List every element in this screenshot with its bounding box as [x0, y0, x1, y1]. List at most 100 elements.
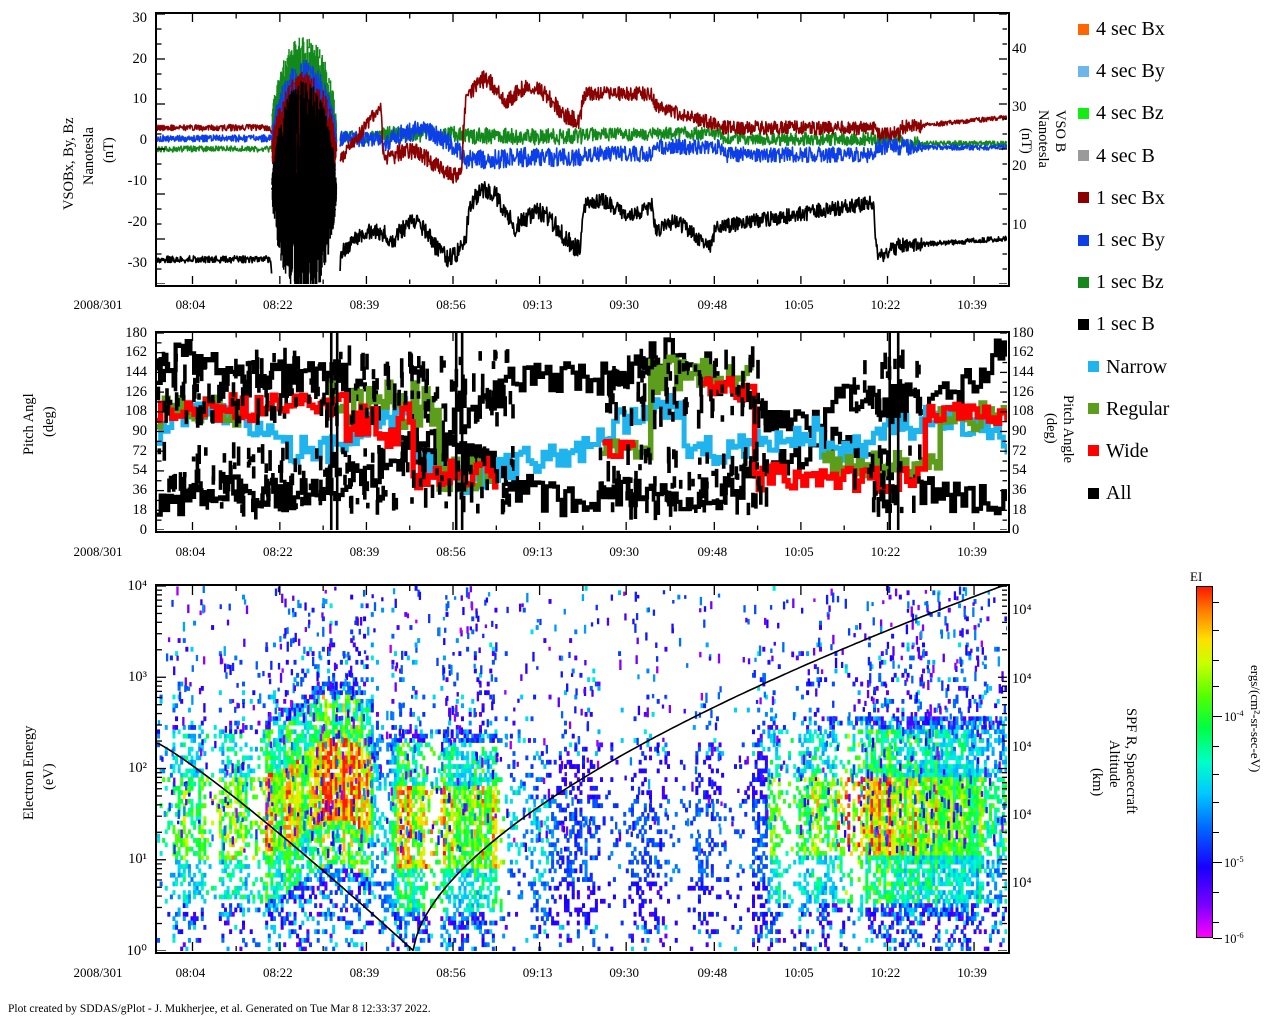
legend-item-label: All: [1106, 482, 1132, 505]
legend-item-narrow[interactable]: Narrow: [1078, 346, 1278, 388]
colorbar-minor-tick: [1213, 922, 1219, 924]
colorbar-gradient: [1196, 586, 1213, 938]
ytick-label: 10: [132, 91, 148, 108]
xtick-label: 10:05: [784, 544, 814, 559]
colorbar-minor-tick: [1213, 832, 1219, 834]
legend-item-4-sec-by[interactable]: 4 sec By: [1078, 50, 1278, 92]
ytick-label: 10⁰: [126, 942, 147, 959]
colorbar-minor-tick: [1213, 774, 1219, 776]
date-label-panel2: 2008/301: [73, 544, 123, 559]
xtick-label: 09:48: [697, 297, 728, 312]
legend-swatch-icon: [1078, 276, 1089, 288]
legend-item-label: 1 sec Bx: [1096, 186, 1165, 209]
ytick-label: -10: [127, 173, 147, 190]
ytick-label: 0: [1012, 521, 1020, 538]
colorbar-tick-label: 10-4: [1224, 708, 1244, 725]
legend-item-label: 4 sec Bz: [1096, 102, 1164, 125]
ytick-label: 72: [132, 442, 148, 459]
legend-swatch-icon: [1078, 150, 1089, 162]
ytick-label: 162: [1012, 344, 1034, 361]
legend-item-label: 1 sec B: [1096, 313, 1155, 336]
date-label-panel1: 2008/301: [73, 297, 123, 312]
legend-item-1-sec-b[interactable]: 1 sec B: [1078, 303, 1278, 345]
ytick-label: 36: [132, 482, 148, 499]
colorbar-minor-tick: [1213, 892, 1219, 894]
legend-swatch-icon: [1078, 107, 1089, 119]
ytick-label: 10²: [128, 760, 147, 776]
legend-item-4-sec-bz[interactable]: 4 sec Bz: [1078, 92, 1278, 134]
legend-item-1-sec-by[interactable]: 1 sec By: [1078, 219, 1278, 261]
ytick-label: 40: [1012, 40, 1027, 57]
xtick-label: 08:22: [263, 297, 293, 312]
ytick-label: 30: [1012, 99, 1027, 116]
ytick-label: 0: [139, 521, 147, 538]
ytick-label: 162: [125, 344, 147, 361]
ytick-label: 0: [139, 132, 147, 149]
ytick-label: 10⁴: [1012, 670, 1032, 687]
legend-item-all[interactable]: All: [1078, 472, 1278, 514]
ytick-label: 108: [1012, 403, 1034, 420]
ytick-label: 10⁴: [1012, 738, 1032, 755]
legend-item-1-sec-bz[interactable]: 1 sec Bz: [1078, 261, 1278, 303]
panel1-ylabel-left-line1: VSOBx, By, Bz: [61, 117, 77, 210]
legend-swatch-icon: [1078, 192, 1089, 204]
legend-item-label: Regular: [1106, 397, 1170, 420]
ytick-label: 126: [1012, 383, 1034, 400]
xtick-label: 08:04: [175, 297, 206, 312]
ytick-label: 10⁴: [1012, 874, 1032, 891]
legend-item-label: 1 sec Bz: [1096, 271, 1164, 294]
panel2-ylabel-left-line1: Pitch Angl: [21, 393, 37, 455]
ytick-label: 10⁴: [1012, 602, 1032, 619]
xtick-label: 09:13: [522, 965, 553, 980]
xtick-label: 08:56: [436, 544, 466, 559]
legend-swatch-icon: [1088, 403, 1099, 415]
panel1-ylabel-right-line2: Nanotesla: [1035, 110, 1051, 168]
legend-swatch-icon: [1078, 234, 1089, 246]
legend-item-1-sec-bx[interactable]: 1 sec Bx: [1078, 177, 1278, 219]
colorbar-major-tick: [1213, 938, 1222, 939]
legend-swatch-icon: [1078, 23, 1089, 35]
colorbar-major-tick: [1213, 716, 1222, 718]
electron-energy-spectrogram: [157, 586, 1007, 951]
panel1-ylabel-right-line3: (nT): [1018, 128, 1034, 154]
xtick-label: 10:05: [784, 297, 814, 312]
ytick-label: 36: [1012, 482, 1027, 499]
legend-item-regular[interactable]: Regular: [1078, 388, 1278, 430]
ytick-label: 126: [125, 383, 147, 400]
xtick-label: 08:22: [263, 965, 293, 980]
xtick-label: 08:22: [263, 544, 293, 559]
panel-magnetic-field: [155, 12, 1010, 287]
ytick-label: -30: [127, 255, 147, 272]
legend-item-label: Narrow: [1106, 355, 1168, 378]
ytick-label: 10⁴: [127, 577, 147, 594]
colorbar-units: ergs/(cm²-sr-sec-eV): [1248, 665, 1263, 773]
colorbar-minor-tick: [1213, 659, 1219, 661]
legend-swatch-icon: [1088, 445, 1099, 457]
colorbar-minor-tick: [1213, 746, 1219, 748]
xtick-label: 10:39: [957, 965, 987, 980]
ytick-label: 10: [1012, 216, 1027, 233]
ytick-label: 18: [1012, 501, 1027, 518]
xtick-label: 08:04: [175, 544, 206, 559]
panel3-ylabel-right-line2: Altitude: [1106, 740, 1122, 788]
xtick-label: 09:30: [609, 965, 639, 980]
colorbar-tick-label: 10-6: [1224, 930, 1244, 947]
panel-electron-spectrogram: [155, 584, 1010, 954]
ytick-label: 108: [125, 403, 147, 420]
panel3-ylabel-left-line2: (eV): [41, 763, 57, 790]
colorbar-minor-tick: [1213, 601, 1219, 603]
colorbar-minor-tick: [1213, 802, 1219, 804]
panel1-ylabel-right-line1: VSO B: [1052, 110, 1068, 153]
legend-item-label: 4 sec By: [1096, 60, 1165, 83]
legend-item-4-sec-bx[interactable]: 4 sec Bx: [1078, 8, 1278, 50]
legend-item-label: 1 sec By: [1096, 229, 1165, 252]
xtick-label: 08:56: [436, 965, 466, 980]
ytick-label: 144: [1012, 363, 1034, 380]
legend-item-4-sec-b[interactable]: 4 sec B: [1078, 135, 1278, 177]
legend-item-wide[interactable]: Wide: [1078, 430, 1278, 472]
legend-item-label: 4 sec Bx: [1096, 18, 1165, 41]
legend-swatch-icon: [1088, 487, 1099, 499]
colorbar-major-tick: [1213, 862, 1222, 864]
colorbar-tick-label: 10-5: [1224, 854, 1244, 871]
